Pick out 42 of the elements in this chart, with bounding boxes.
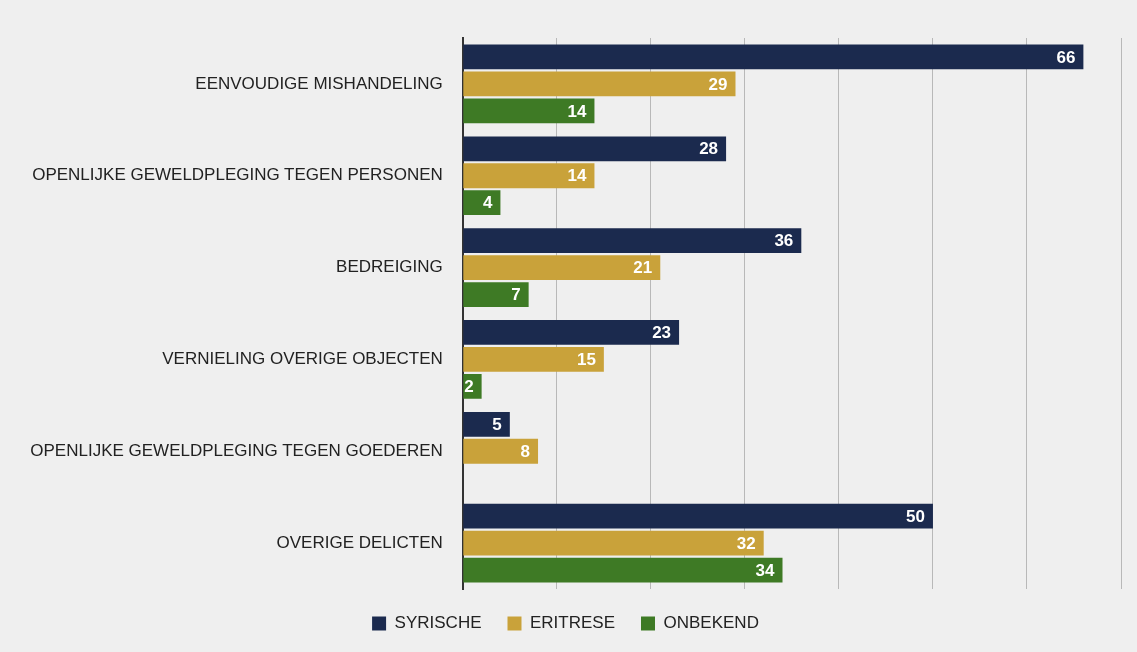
- data-label: 5: [492, 415, 502, 434]
- bar: [463, 320, 680, 345]
- data-label: 15: [576, 350, 596, 370]
- data-label: 36: [774, 231, 794, 251]
- data-label: 23: [652, 323, 672, 343]
- data-label: 28: [699, 139, 719, 159]
- bar: [463, 282, 529, 307]
- data-label: 29: [708, 74, 728, 94]
- data-label: 14: [567, 166, 587, 186]
- bar: [463, 163, 595, 189]
- bar: [463, 228, 802, 254]
- legend-label: ERITRESE: [529, 613, 616, 633]
- data-label: 14: [567, 101, 587, 121]
- y-tick-label: EENVOUDIGE MISHANDELING: [195, 73, 443, 93]
- data-label: 7: [511, 285, 521, 305]
- bar: [463, 98, 595, 124]
- y-tick-label: OPENLIJKE GEWELDPLEGING TEGEN GOEDEREN: [30, 440, 443, 460]
- bar: [463, 557, 783, 583]
- data-label: 4: [482, 193, 493, 213]
- bar: [463, 438, 539, 464]
- bar: [463, 347, 604, 372]
- data-label: 32: [736, 533, 756, 553]
- bar: [463, 44, 1084, 70]
- data-label: 21: [633, 258, 653, 278]
- bar: [463, 71, 736, 97]
- data-label: 66: [1056, 47, 1076, 67]
- legend-label: ONBEKEND: [663, 613, 759, 633]
- bar: [463, 530, 764, 556]
- data-label: 8: [520, 441, 531, 461]
- bar: [463, 411, 510, 437]
- data-label: 34: [755, 560, 776, 580]
- y-tick-label: BEDREIGING: [336, 257, 443, 277]
- bar: [463, 190, 501, 216]
- y-tick-label: OVERIGE DELICTEN: [276, 532, 443, 552]
- data-label: 50: [906, 506, 925, 526]
- bar: [463, 255, 661, 280]
- legend-label: SYRISCHE: [394, 613, 482, 633]
- y-tick-label: VERNIELING OVERIGE OBJECTEN: [162, 349, 443, 369]
- bar: [463, 136, 727, 162]
- data-label: 2: [464, 377, 474, 397]
- y-tick-label: OPENLIJKE GEWELDPLEGING TEGEN PERSONEN: [32, 165, 443, 185]
- bar: [463, 503, 933, 529]
